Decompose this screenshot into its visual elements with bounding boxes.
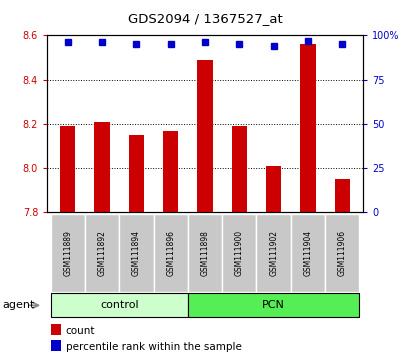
- Bar: [128, 135, 144, 212]
- Bar: [187, 214, 222, 292]
- Bar: [187, 293, 359, 317]
- Bar: [85, 214, 119, 292]
- Bar: [299, 44, 315, 212]
- Bar: [222, 214, 256, 292]
- Text: GSM111904: GSM111904: [303, 230, 312, 276]
- Text: GSM111906: GSM111906: [337, 230, 346, 276]
- Bar: [119, 214, 153, 292]
- Text: count: count: [65, 326, 95, 336]
- Bar: [265, 166, 281, 212]
- Text: GDS2094 / 1367527_at: GDS2094 / 1367527_at: [127, 12, 282, 25]
- Bar: [162, 131, 178, 212]
- Bar: [197, 60, 212, 212]
- Text: GSM111900: GSM111900: [234, 230, 243, 276]
- Text: PCN: PCN: [261, 300, 284, 310]
- Bar: [50, 293, 187, 317]
- Text: control: control: [100, 300, 138, 310]
- Bar: [324, 214, 359, 292]
- Bar: [231, 126, 247, 212]
- Text: GSM111896: GSM111896: [166, 230, 175, 276]
- Text: GSM111894: GSM111894: [132, 230, 141, 276]
- Bar: [153, 214, 187, 292]
- Text: percentile rank within the sample: percentile rank within the sample: [65, 342, 241, 352]
- Text: GSM111889: GSM111889: [63, 230, 72, 276]
- Text: GSM111898: GSM111898: [200, 230, 209, 276]
- Bar: [60, 126, 75, 212]
- Text: GSM111892: GSM111892: [97, 230, 106, 276]
- Bar: [256, 214, 290, 292]
- Text: agent: agent: [2, 300, 34, 310]
- Bar: [290, 214, 324, 292]
- Text: GSM111902: GSM111902: [268, 230, 277, 276]
- Bar: [50, 214, 85, 292]
- Bar: [94, 122, 110, 212]
- Bar: [334, 179, 349, 212]
